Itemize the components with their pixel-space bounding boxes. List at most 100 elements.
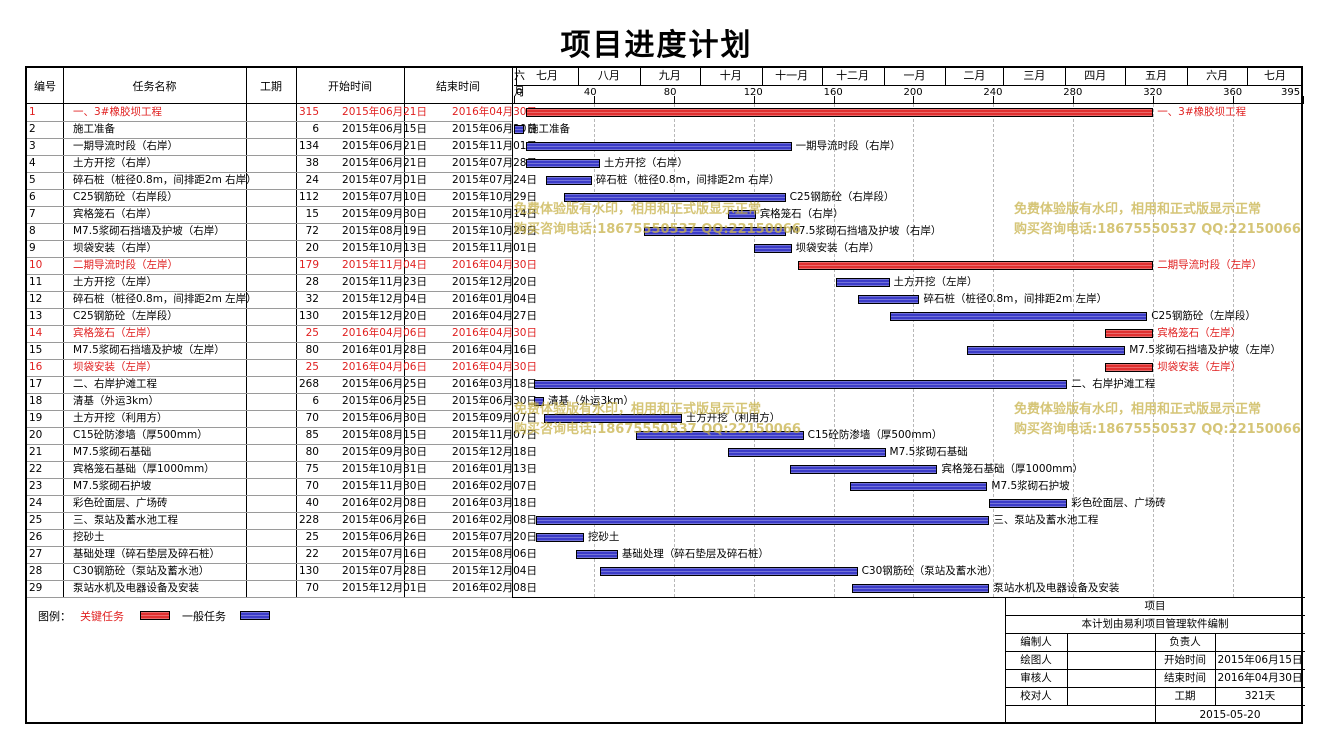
gantt-bar[interactable]: [525, 159, 600, 168]
gantt-bar[interactable]: [989, 499, 1068, 508]
gantt-bar[interactable]: [889, 312, 1148, 321]
task-number: 1: [29, 106, 36, 118]
task-start-date: 2015年06月21日: [342, 157, 427, 169]
table-row[interactable]: 2 施工准备 6 2015年06月15日 2015年06月20日: [27, 121, 537, 138]
table-row[interactable]: 21 M7.5浆砌石基础 80 2015年09月30日 2015年12月18日: [27, 444, 537, 461]
gantt-bar[interactable]: [835, 278, 890, 287]
header-end[interactable]: 结束时间: [436, 79, 480, 93]
table-row[interactable]: 13 C25钢筋砼（左岸段） 130 2015年12月20日 2016年04月27日: [27, 308, 537, 325]
table-row[interactable]: 12 碎石桩（桩径0.8m，间排距2m 左岸） 32 2015年12月04日 2016年…: [27, 291, 537, 308]
table-row[interactable]: 22 宾格笼石基础（厚1000mm） 75 2015年10月31日 2016年01月13…: [27, 461, 537, 478]
gantt-bar[interactable]: [545, 176, 592, 185]
task-name: 宾格笼石（左岸）: [73, 327, 157, 339]
month-label: 五月: [1145, 69, 1168, 82]
gantt-bar[interactable]: [525, 108, 1154, 117]
gantt-bar[interactable]: [753, 244, 792, 253]
gantt-bar[interactable]: [1105, 329, 1154, 338]
table-row[interactable]: 23 M7.5浆砌石护坡 70 2015年11月30日 2016年02月07日: [27, 478, 537, 495]
header-name[interactable]: 任务名称: [132, 79, 177, 93]
table-row[interactable]: 20 C15砼防渗墙（厚500mm） 85 2015年08月15日 2015年11月07…: [27, 427, 537, 444]
gantt-bar[interactable]: [535, 533, 584, 542]
table-row[interactable]: 18 清基（外运3km） 6 2015年06月25日 2015年06月30日: [27, 393, 537, 410]
gantt-bar[interactable]: [533, 397, 544, 406]
gantt-bar[interactable]: [543, 414, 682, 423]
task-number: 18: [29, 395, 43, 407]
gantt-bar[interactable]: [525, 142, 792, 151]
gantt-bar[interactable]: [533, 380, 1068, 389]
table-row[interactable]: 7 宾格笼石（右岸） 15 2015年09月30日 2015年10月14日: [27, 206, 537, 223]
table-row[interactable]: 24 彩色砼面层、广场砖 40 2016年02月08日 2016年03月18日: [27, 495, 537, 512]
gantt-bar[interactable]: [575, 550, 618, 559]
header-start[interactable]: 开始时间: [328, 79, 372, 93]
page-title: 项目进度计划: [560, 28, 753, 63]
legend-critical-swatch: [140, 611, 170, 620]
task-number: 23: [29, 480, 43, 492]
month-label: 七月: [535, 69, 558, 82]
gantt-bar[interactable]: [727, 210, 756, 219]
table-row[interactable]: 10 二期导流时段（左岸） 179 2015年11月04日 2016年04月30日: [27, 257, 537, 274]
gantt-bar-label: 土方开挖（左岸）: [893, 276, 978, 288]
table-row[interactable]: 4 土方开挖（右岸） 38 2015年06月21日 2015年07月28日: [27, 155, 537, 172]
gantt-bar[interactable]: [851, 584, 990, 593]
start-time-value: 2015年06月15日: [1217, 654, 1303, 666]
table-row[interactable]: 25 三、泵站及蓄水池工程 228 2015年06月26日 2016年02月08日: [27, 512, 537, 529]
gantt-bar[interactable]: [727, 448, 886, 457]
gantt-bar[interactable]: [514, 125, 524, 134]
gantt-bar-label: 彩色砼面层、广场砖: [1071, 497, 1166, 509]
gridline: [1233, 104, 1235, 597]
header-days[interactable]: 工期: [260, 79, 282, 93]
gantt-bar[interactable]: [599, 567, 858, 576]
gantt-bar[interactable]: [563, 193, 786, 202]
month-label: 八月: [597, 69, 620, 82]
gantt-bar[interactable]: [857, 295, 920, 304]
task-name: M7.5浆砌石挡墙及护坡（左岸）: [73, 344, 225, 356]
gantt-bar[interactable]: [797, 261, 1154, 270]
header-no[interactable]: 编号: [34, 79, 56, 93]
gantt-bar[interactable]: [1105, 363, 1154, 372]
gantt-bar[interactable]: [535, 516, 990, 525]
row-divider: [27, 342, 512, 343]
gantt-bar[interactable]: [789, 465, 938, 474]
legend-label: 图例：: [38, 610, 71, 623]
axis-tick-label: 80: [663, 87, 677, 98]
table-row[interactable]: 14 宾格笼石（左岸） 25 2016年04月06日 2016年04月30日: [27, 325, 537, 342]
month-divider: [699, 68, 701, 85]
row-divider: [27, 325, 512, 326]
month-label: 三月: [1023, 69, 1046, 82]
table-row[interactable]: 28 C30钢筋砼（泵站及蓄水池） 130 2015年07月28日 2015年12月04…: [27, 563, 537, 580]
axis-tick-label: 120: [743, 87, 763, 98]
gantt-bar[interactable]: [849, 482, 988, 491]
table-row[interactable]: 5 碎石桩（桩径0.8m，间排距2m 右岸） 24 2015年07月01日 2015年0…: [27, 172, 537, 189]
task-end-date: 2016年04月27日: [452, 310, 537, 322]
gantt-bar[interactable]: [967, 346, 1126, 355]
axis-tick-label: 0: [516, 87, 523, 98]
legend-normal-swatch: [240, 611, 270, 620]
task-name: 宾格笼石（右岸）: [73, 208, 157, 220]
gridline: [913, 104, 915, 597]
table-row[interactable]: 9 坝袋安装（右岸） 20 2015年10月13日 2015年11月01日: [27, 240, 537, 257]
table-row[interactable]: 27 基础处理（碎石垫层及碎石桩） 22 2015年07月16日 2015年08月06日: [27, 546, 537, 563]
table-row[interactable]: 8 M7.5浆砌石挡墙及护坡（右岸） 72 2015年08月19日 2015年10月29…: [27, 223, 537, 240]
table-row[interactable]: 1 一、3#橡胶坝工程 315 2015年06月21日 2016年04月30日: [27, 104, 537, 121]
title-block-header: 项目: [1144, 600, 1166, 612]
table-row[interactable]: 11 土方开挖（左岸） 28 2015年11月23日 2015年12月20日: [27, 274, 537, 291]
table-row[interactable]: 17 二、右岸护滩工程 268 2015年06月25日 2016年03月18日: [27, 376, 537, 393]
gantt-bar[interactable]: [635, 431, 804, 440]
table-row[interactable]: 15 M7.5浆砌石挡墙及护坡（左岸） 80 2016年01月28日 2016年04月1…: [27, 342, 537, 359]
watermark-text: 免费体验版有水印，相用和正式版显示正常 购买咨询电话:18675550537 QQ…: [514, 202, 801, 237]
table-row[interactable]: 3 一期导流时段（右岸） 134 2015年06月21日 2015年11月01日: [27, 138, 537, 155]
gantt-bar-label: 基础处理（碎石垫层及碎石桩）: [621, 548, 769, 560]
owner-label: 负责人: [1169, 636, 1201, 648]
gantt-bar-label: C30钢筋砼（泵站及蓄水池）: [861, 565, 998, 577]
month-divider: [1065, 68, 1067, 85]
table-row[interactable]: 16 坝袋安装（左岸） 25 2016年04月06日 2016年04月30日: [27, 359, 537, 376]
task-duration: 268: [298, 378, 319, 390]
table-row[interactable]: 19 土方开挖（利用方） 70 2015年06月30日 2015年09月07日: [27, 410, 537, 427]
task-number: 16: [29, 361, 43, 373]
table-row[interactable]: 6 C25钢筋砼（右岸段） 112 2015年07月10日 2015年10月29日: [27, 189, 537, 206]
month-label: 七月: [1264, 69, 1287, 82]
task-number: 7: [29, 208, 36, 220]
table-row[interactable]: 26 挖砂土 25 2015年06月26日 2015年07月20日: [27, 529, 537, 546]
table-row[interactable]: 29 泵站水机及电器设备及安装 70 2015年12月01日 2016年02月08日: [27, 580, 537, 597]
gantt-bar[interactable]: [643, 227, 786, 236]
